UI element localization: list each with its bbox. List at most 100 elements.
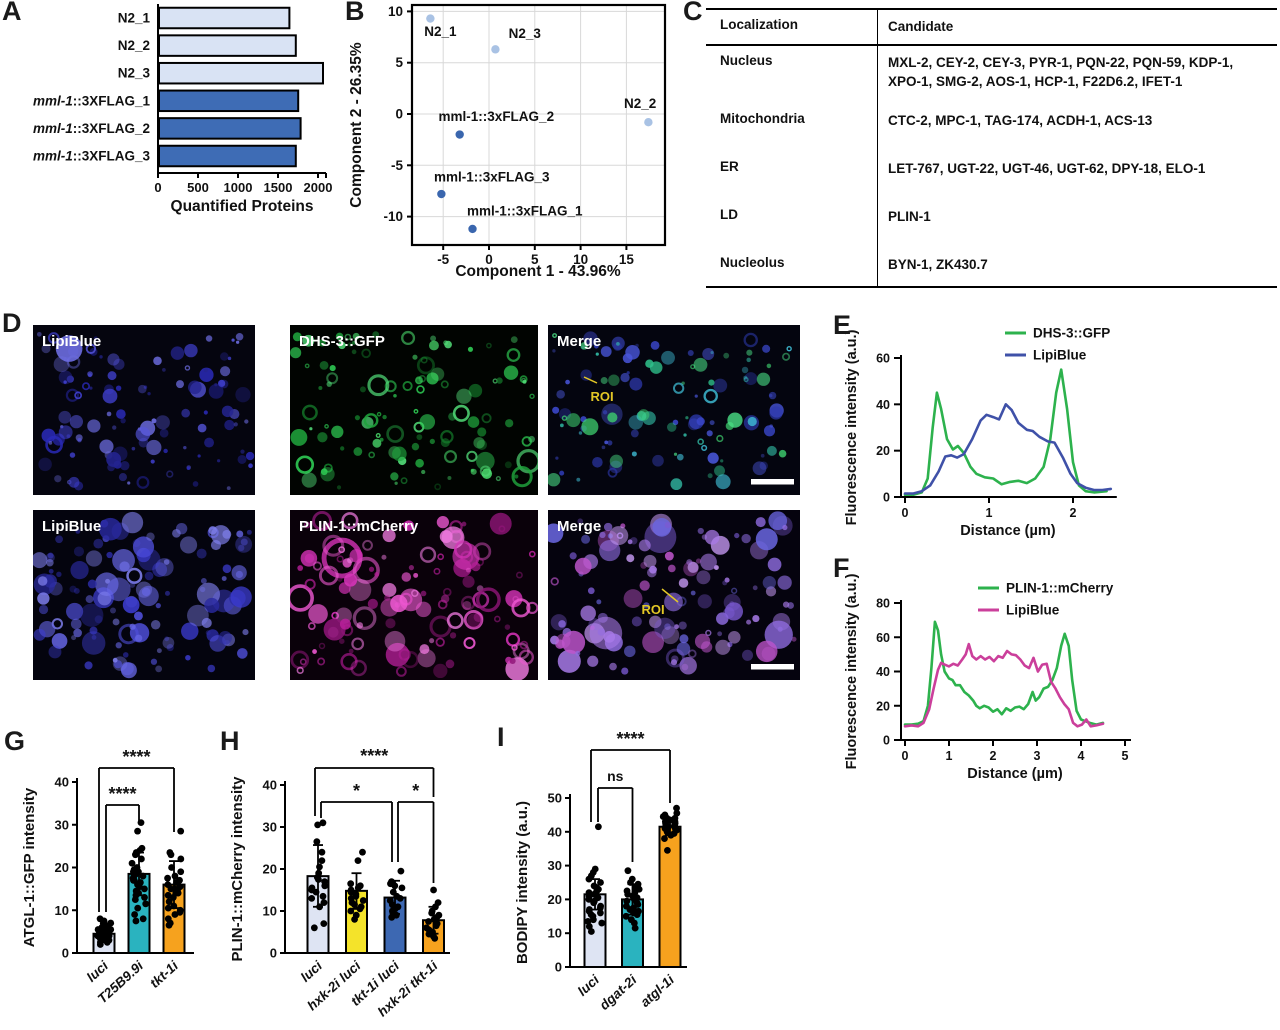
micrograph-label: LipiBlue: [42, 518, 101, 535]
panel-letter-d: D: [2, 308, 22, 338]
pca-point-N2_3: [491, 45, 500, 54]
table-row: ER LET-767, UGT-22, UGT-46, UGT-62, DPY-1…: [706, 151, 1277, 200]
category-label: atgl-1i: [637, 972, 677, 1010]
micrograph-magenta-4: PLIN-1::mCherry: [290, 510, 538, 680]
panel-letter-h: H: [220, 726, 240, 756]
candidate-cell: MXL-2, CEY-2, CEY-3, PYR-1, PQN-22, PQN-…: [877, 45, 1277, 104]
x-axis-title: Distance (µm): [967, 766, 1063, 782]
pca-point-label: mml-1::3xFLAG_3: [434, 170, 550, 185]
micrograph-label: Merge: [557, 333, 601, 350]
y-tick-label: 20: [548, 892, 562, 907]
y-tick-label: 20: [55, 860, 69, 875]
y-tick-label: 30: [548, 858, 562, 873]
y-tick-label: 60: [876, 351, 890, 365]
localization-cell: ER: [720, 158, 739, 174]
x-tick-label: 500: [187, 180, 209, 195]
localization-cell: LD: [720, 206, 738, 222]
x-tick-label: 0: [902, 749, 909, 763]
pca-point-N2_2: [644, 118, 653, 127]
candidate-cell: PLIN-1: [877, 199, 1277, 248]
table-row: Nucleolus BYN-1, ZK430.7: [706, 247, 1277, 286]
candidate-cell: LET-767, UGT-22, UGT-46, UGT-62, DPY-18,…: [877, 151, 1277, 200]
bar-3: [158, 89, 300, 113]
bar-category-label: mml-1::3XFLAG_2: [33, 121, 150, 136]
micrograph-merge_cyan-2: Merge ROI: [548, 325, 800, 495]
series-PLIN-1::mCherry: [903, 620, 1105, 726]
bar-4: [158, 117, 302, 140]
y-tick-label: 20: [876, 444, 890, 458]
x-tick-label: 1000: [224, 180, 253, 195]
x-tick-label: 1: [946, 749, 953, 763]
panel-a-bar-chart: N2_1N2_2N2_3mml-1::3XFLAG_1mml-1::3XFLAG…: [33, 4, 332, 215]
panel-letter-g: G: [4, 726, 26, 756]
bar-category-label: mml-1::3XFLAG_1: [33, 93, 151, 108]
category-label: luci: [84, 958, 112, 985]
significance-label: ****: [108, 784, 136, 804]
bar-0: [158, 6, 291, 30]
y-tick-label: 10: [55, 903, 69, 918]
panel-letter-a: A: [2, 0, 22, 26]
y-axis-title: ATGL-1::GFP intensity: [21, 787, 38, 947]
localization-cell: Nucleolus: [720, 254, 785, 270]
x-tick-label: 10: [573, 252, 588, 267]
legend-label: LipiBlue: [1033, 348, 1087, 363]
pca-point-label: mml-1::3xFLAG_2: [439, 109, 555, 124]
pca-point-mml-1::3xFLAG_2: [455, 130, 464, 139]
x-tick-label: 4: [1078, 749, 1085, 763]
category-label: dgat-2i: [597, 972, 640, 1013]
panel-letter-c: C: [683, 0, 703, 26]
x-tick-label: 1500: [264, 180, 293, 195]
x-tick-label: 1: [986, 506, 993, 520]
table-header-cell: Candidate: [877, 10, 1277, 44]
pca-point-label: mml-1::3xFLAG_1: [467, 204, 583, 219]
micrograph-green-1: DHS-3::GFP: [290, 325, 538, 495]
y-tick-label: 40: [55, 775, 69, 790]
table-header-row: Localization Candidate: [706, 10, 1277, 46]
legend-label: LipiBlue: [1006, 603, 1060, 618]
y-tick-label: 20: [263, 862, 277, 877]
panel-letter-b: B: [345, 0, 365, 26]
x-tick-label: 0: [485, 252, 493, 267]
y-axis-title: BODIPY intensity (a.u.): [514, 801, 531, 964]
x-tick-label: -5: [437, 252, 449, 267]
candidate-cell: CTC-2, MPC-1, TAG-174, ACDH-1, ACS-13: [877, 103, 1277, 152]
y-tick-label: 0: [555, 960, 562, 975]
localization-cell: Nucleus: [720, 52, 773, 68]
panel-e-line-chart: 0 20 40 60 0 1 2 Distance (µm) Fluorescence inte…: [844, 326, 1117, 539]
y-tick-label: 0: [270, 946, 277, 961]
y-axis-title: Fluorescence intensity (a.u.): [844, 573, 860, 769]
significance-label: ****: [616, 729, 644, 749]
y-tick-label: 10: [263, 904, 277, 919]
table-row: Mitochondria CTC-2, MPC-1, TAG-174, ACDH-…: [706, 103, 1277, 152]
y-tick-label: 40: [876, 398, 890, 412]
x-tick-label: 3: [1034, 749, 1041, 763]
y-tick-label: 10: [548, 926, 562, 941]
y-tick-label: 5: [395, 55, 403, 70]
pca-point-mml-1::3xFLAG_3: [437, 189, 446, 199]
x-tick-label: 2: [1070, 506, 1077, 520]
x-tick-label: 2: [990, 749, 997, 763]
micrograph-label: LipiBlue: [42, 333, 101, 350]
localization-table: Localization Candidate Nucleus MXL-2, CEY-2…: [706, 8, 1277, 288]
x-tick-label: 2000: [304, 180, 333, 195]
localization-cell: Mitochondria: [720, 110, 805, 126]
bar-5: [158, 144, 297, 168]
significance-label: ns: [607, 768, 624, 784]
y-tick-label: 0: [883, 734, 890, 748]
scale-bar: [751, 479, 794, 485]
pca-point-label: N2_1: [424, 24, 457, 39]
panel-letter-f: F: [833, 553, 850, 583]
y-axis-title: Fluorescence intensity (a.u.): [844, 329, 860, 525]
bar-category-label: N2_2: [118, 38, 150, 53]
y-axis-title: Component 2 - 26.35%: [348, 42, 365, 208]
x-tick-label: 5: [1122, 749, 1129, 763]
x-tick-label: 0: [154, 180, 161, 195]
series-LipiBlue: [903, 642, 1105, 728]
bar-1: [158, 34, 297, 57]
